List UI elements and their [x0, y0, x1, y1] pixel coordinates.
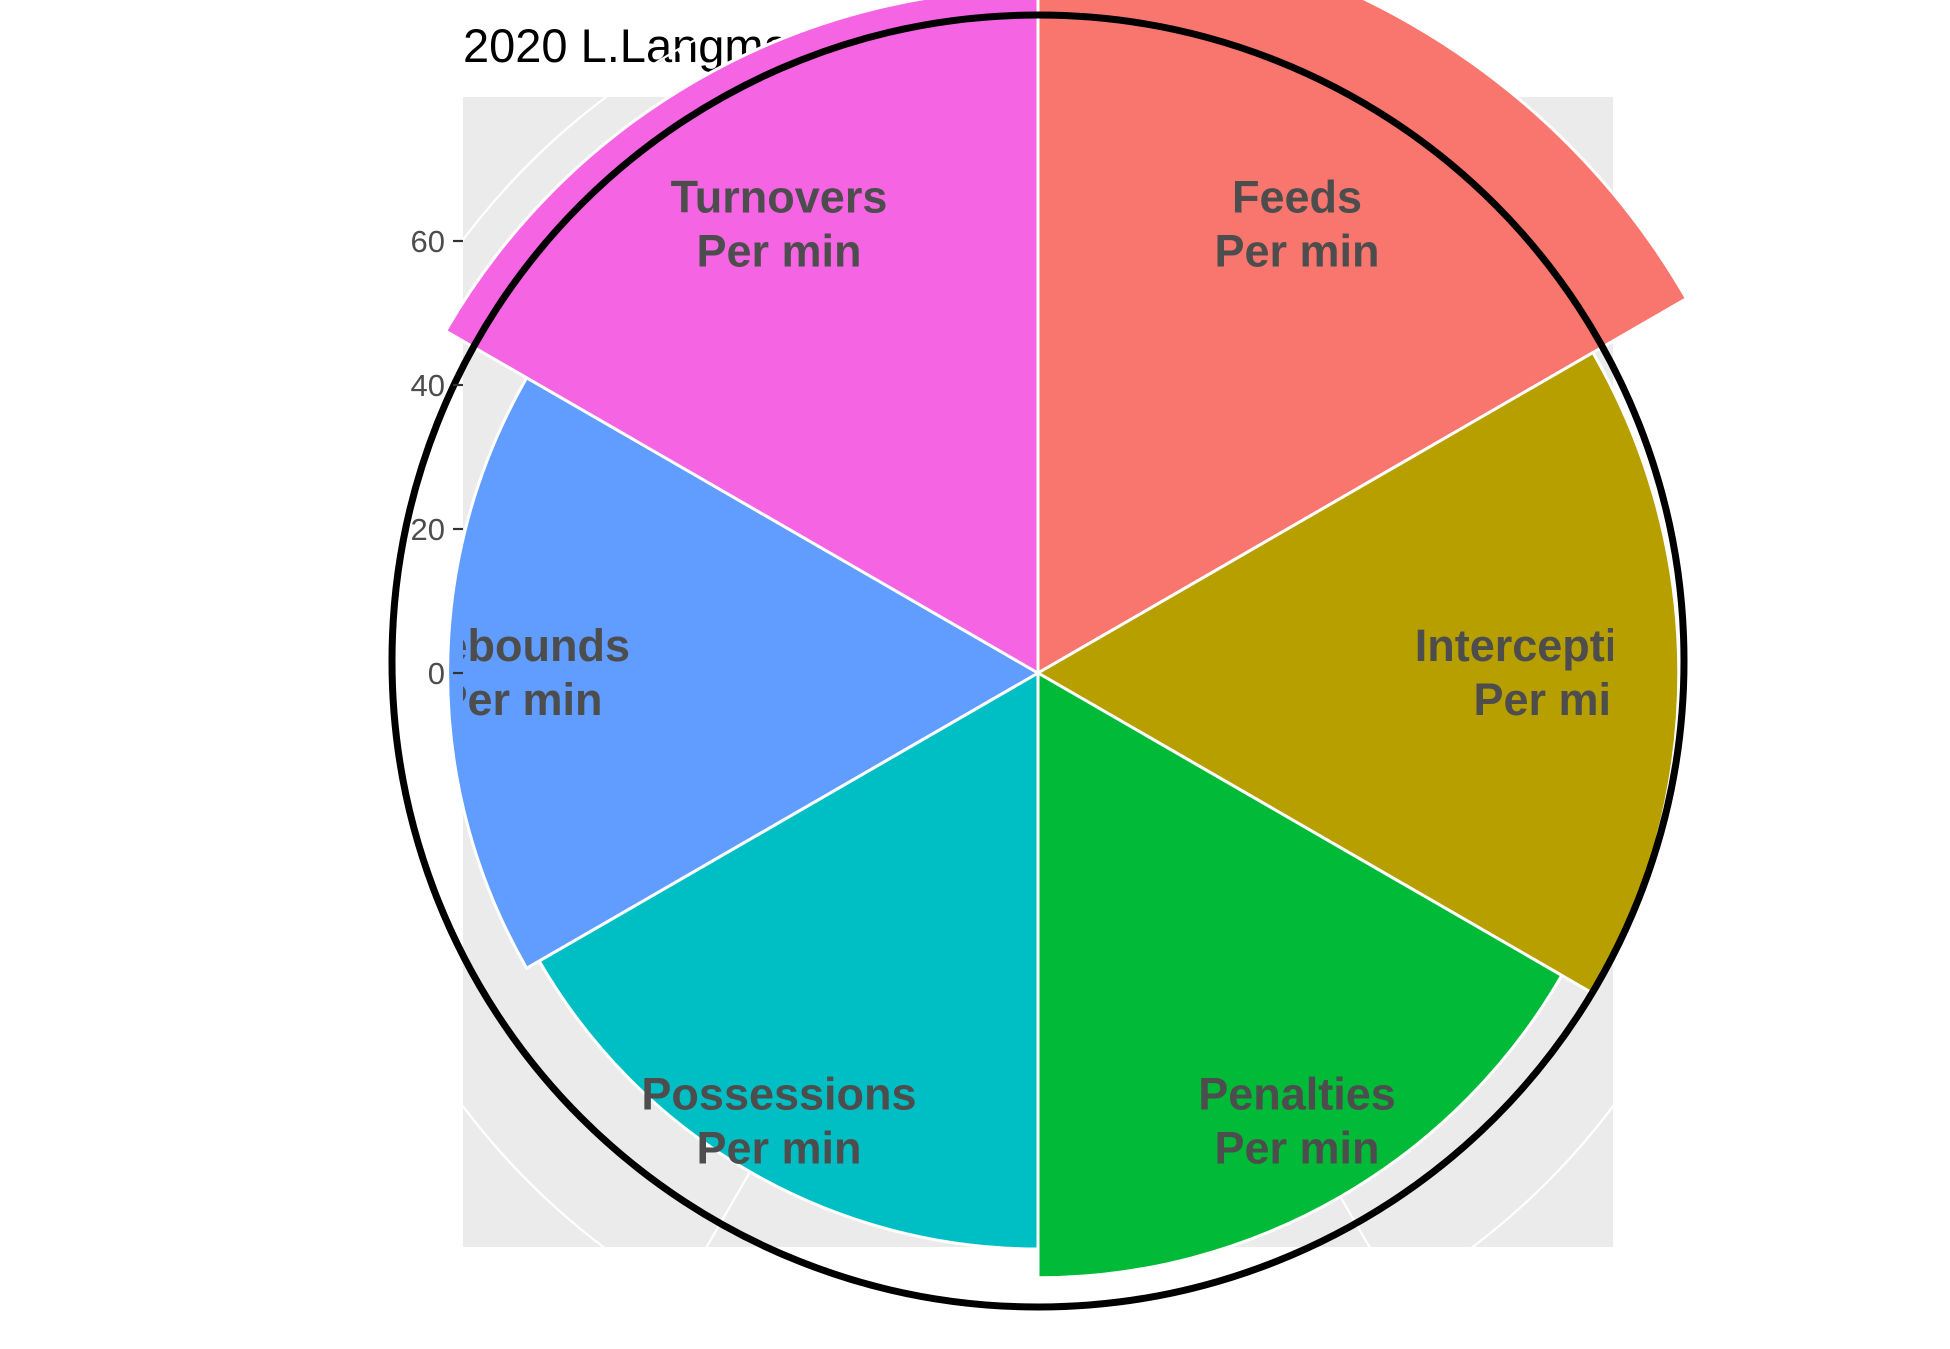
r-axis-tick-label: 60: [411, 224, 445, 259]
category-label-line1: Penalties: [1198, 1069, 1396, 1120]
reference-circle-layer: [388, 11, 1688, 1311]
bar-wedge: [1036, 670, 1564, 1280]
bar-wedge: [1036, 0, 1689, 676]
bar-wedge: [446, 375, 1041, 971]
bar-wedge: [443, 0, 1040, 676]
category-label: Turnovers Per min: [671, 171, 888, 276]
category-label: Feeds Per min: [1214, 171, 1379, 276]
category-label-line2: Per min: [696, 1123, 861, 1174]
category-label-line1: Interceptions: [1415, 620, 1698, 671]
category-label-line1: Rebounds: [410, 620, 630, 671]
bars: [443, 0, 1689, 1280]
category-label: Possessions Per min: [641, 1069, 916, 1174]
category-label-line1: Possessions: [641, 1069, 916, 1120]
r-axis-tick-label: 40: [411, 368, 445, 403]
category-label: Penalties Per min: [1198, 1069, 1396, 1174]
category-label-line2: Per min: [1473, 674, 1638, 725]
category-label: Rebounds Per min: [410, 620, 630, 725]
category-label-line2: Per min: [1214, 225, 1379, 276]
reference-circle: [388, 11, 1688, 1311]
r-axis-tick-label: 20: [411, 512, 445, 547]
category-label: Interceptions Per min: [1415, 620, 1698, 725]
radial-axis: 0 20 40 60: [411, 224, 463, 691]
category-label-line1: Feeds: [1232, 171, 1362, 222]
category-label-line2: Per min: [696, 225, 861, 276]
category-label-line1: Turnovers: [671, 171, 888, 222]
r-axis-tick-label: 0: [428, 656, 445, 691]
category-label-line2: Per min: [1214, 1123, 1379, 1174]
bar-wedge: [537, 670, 1040, 1251]
category-label-line2: Per min: [437, 674, 602, 725]
